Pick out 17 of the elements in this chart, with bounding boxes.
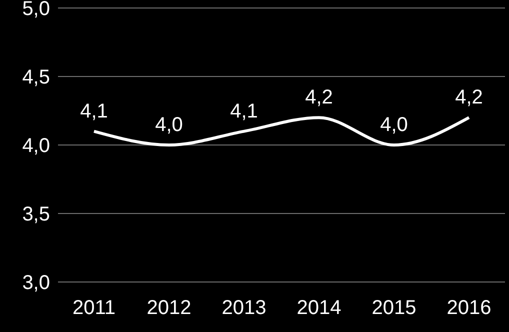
data-label: 4,2 <box>455 86 483 109</box>
x-tick-label: 2011 <box>72 297 116 320</box>
x-tick-label: 2015 <box>372 297 416 320</box>
x-tick-label: 2013 <box>222 297 266 320</box>
data-label: 4,1 <box>230 100 258 122</box>
x-tick-label: 2016 <box>446 297 492 320</box>
y-tick-label: 3,5 <box>22 204 50 226</box>
data-label: 4,0 <box>155 114 183 136</box>
x-tick-label: 2012 <box>146 297 192 320</box>
data-label: 4,1 <box>80 100 108 122</box>
y-tick-label: 5,0 <box>22 0 50 20</box>
y-tick-label: 4,0 <box>22 135 50 158</box>
data-label: 4,0 <box>380 114 408 136</box>
y-tick-label: 3,0 <box>22 272 50 294</box>
y-tick-label: 4,5 <box>22 66 50 89</box>
data-label: 4,2 <box>305 86 333 109</box>
x-tick-label: 2014 <box>296 297 342 320</box>
